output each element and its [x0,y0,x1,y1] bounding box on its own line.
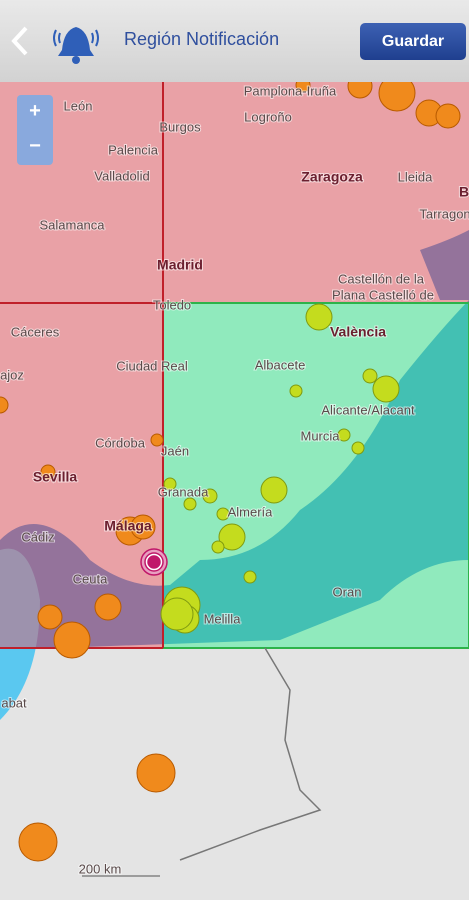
map-label: Melilla [204,611,242,626]
quake-marker [94,593,122,621]
map-label: Salamanca [39,217,105,232]
map-label: Málaga [104,518,152,534]
quake-marker [378,82,416,112]
location-marker [147,555,161,569]
map-label: Valladolid [94,168,149,183]
quake-marker [53,621,91,659]
quake-marker [295,82,311,93]
quake-marker [130,514,156,540]
quake-marker [150,433,164,447]
map-label: Tarragon [419,206,469,221]
zoom-out[interactable]: − [29,135,41,157]
red-region [0,82,469,303]
quake-marker [337,428,351,442]
border-line [179,647,322,861]
map-label: Pamplona-Iruña [244,83,337,98]
map-label: Cádiz [21,529,54,544]
map-label: 200 km [79,861,122,876]
save-button[interactable]: Guardar [360,23,466,60]
quake-marker [243,570,257,584]
map-label: Logroño [244,109,292,124]
map-label: Córdoba [95,435,146,450]
quake-marker [260,476,288,504]
map-label: Murcia [300,428,340,443]
zoom-control: + − [17,95,53,165]
quake-marker [160,597,194,631]
header-icons [11,26,99,64]
map-label: Oran [333,584,362,599]
map-label: Palencia [108,142,159,157]
markers [0,82,461,862]
map-label: Alicante/Alacant [321,402,415,417]
quake-marker [40,464,56,480]
map-label: ajoz [0,367,24,382]
quake-marker [362,368,378,384]
quake-marker [136,753,176,793]
quake-marker [351,441,365,455]
map-label: Madrid [157,257,203,273]
map-label: B [459,184,469,200]
map-label: Plana Castelló de [332,287,434,302]
map-label: Zaragoza [301,169,363,185]
map-label: Sevilla [33,469,78,485]
back-button[interactable] [11,26,28,56]
sea-north [420,230,469,300]
quake-marker [211,540,225,554]
map[interactable]: León Burgos Pamplona-Iruña Logroño Palencia V… [0,82,469,900]
map-label: Jaén [161,443,189,458]
bell-icon [53,27,99,64]
quake-marker [37,604,63,630]
quake-marker [289,384,303,398]
quake-marker [305,303,333,331]
quake-marker [216,507,230,521]
header: Región Notificación Guardar [0,0,469,82]
map-label: Almería [228,504,274,519]
quake-marker [0,396,9,414]
quake-marker [163,477,177,491]
map-label: abat [1,695,27,710]
map-label: València [330,324,386,340]
map-label: Toledo [153,297,191,312]
map-label: Cáceres [11,324,60,339]
zoom-in[interactable]: + [29,100,41,122]
quake-marker [347,82,373,99]
map-label: Castellón de la [338,271,425,286]
red-region [0,303,163,648]
quake-marker [372,375,400,403]
screen-title: Región Notificación [124,29,280,49]
ocean [0,548,40,720]
green-region [162,302,469,649]
quake-marker [183,497,197,511]
quake-marker [435,103,461,129]
map-label: Burgos [159,119,201,134]
labels: León Burgos Pamplona-Iruña Logroño Palencia V… [0,82,469,877]
quake-marker [202,488,218,504]
map-label: Ceuta [73,571,108,586]
quake-marker [218,523,246,551]
map-label: Lleida [398,169,433,184]
map-label: Ciudad Real [116,358,188,373]
quake-marker [18,822,58,862]
map-label: Granada [158,484,209,499]
map-label: León [64,98,93,113]
map-label: Albacete [255,357,306,372]
